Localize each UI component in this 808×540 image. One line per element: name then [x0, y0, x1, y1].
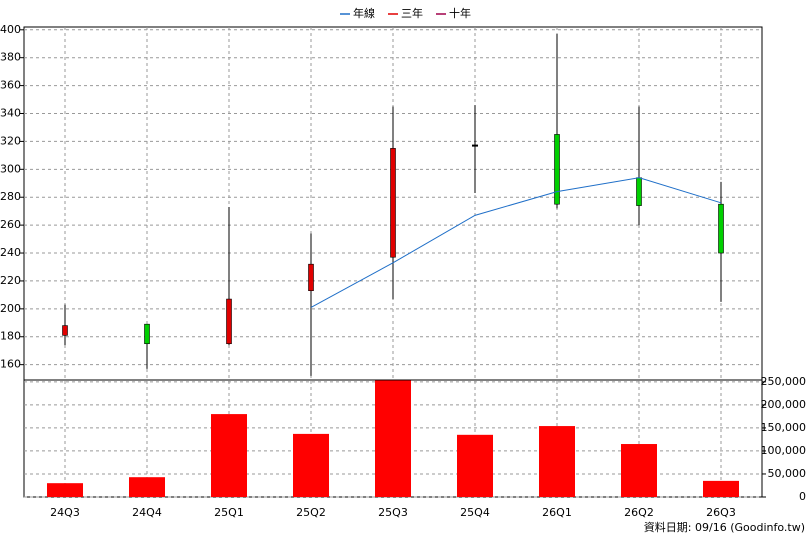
y-tick-label: 50,000: [768, 467, 807, 480]
x-tick-label: 25Q4: [460, 506, 490, 519]
y-tick-label: 260: [0, 218, 21, 231]
y-tick-label: 320: [0, 134, 21, 147]
candle-body: [554, 134, 560, 205]
x-tick-label: 26Q3: [706, 506, 736, 519]
x-tick-label: 24Q3: [50, 506, 80, 519]
x-tick-label: 25Q2: [296, 506, 326, 519]
bar: [47, 483, 83, 497]
y-tick-label: 240: [0, 246, 21, 259]
bar: [293, 433, 329, 497]
candle-body: [144, 323, 150, 345]
y-tick-label: 380: [0, 51, 21, 64]
y-tick-label: 340: [0, 107, 21, 120]
candle-body: [636, 177, 642, 206]
line-series: [310, 177, 722, 308]
bar: [211, 414, 247, 497]
y-tick-label: 300: [0, 162, 21, 175]
footnote: 資料日期: 09/16 (Goodinfo.tw): [644, 520, 805, 534]
legend-label: 三年: [401, 6, 423, 20]
x-tick-label: 25Q3: [378, 506, 408, 519]
x-tick-label: 26Q1: [542, 506, 572, 519]
legend-label: 年線: [353, 6, 375, 20]
y-tick-label: 360: [0, 79, 21, 92]
x-tick-label: 26Q2: [624, 506, 654, 519]
y-tick-label: 160: [0, 358, 21, 371]
y-tick-label: 200: [0, 302, 21, 315]
bar: [621, 444, 657, 497]
y-tick-label: 150,000: [761, 421, 807, 434]
y-tick-label: 400: [0, 23, 21, 36]
bar: [375, 380, 411, 497]
y-tick-label: 280: [0, 190, 21, 203]
bar: [129, 477, 165, 497]
candle-body: [390, 148, 396, 258]
y-tick-label: 220: [0, 274, 21, 287]
legend-label: 十年: [449, 6, 471, 20]
x-tick-label: 24Q4: [132, 506, 162, 519]
y-tick-label: 0: [799, 490, 806, 503]
candle-body: [308, 263, 314, 292]
candle-body: [62, 325, 68, 336]
x-tick-label: 25Q1: [214, 506, 244, 519]
bar: [539, 426, 575, 497]
bar: [703, 480, 739, 497]
y-tick-label: 200,000: [761, 398, 807, 411]
candle-body: [226, 298, 232, 345]
y-tick-label: 250,000: [761, 375, 807, 388]
y-tick-label: 100,000: [761, 444, 807, 457]
candle-body: [718, 203, 724, 254]
y-tick-label: 180: [0, 330, 21, 343]
bar: [457, 434, 493, 497]
